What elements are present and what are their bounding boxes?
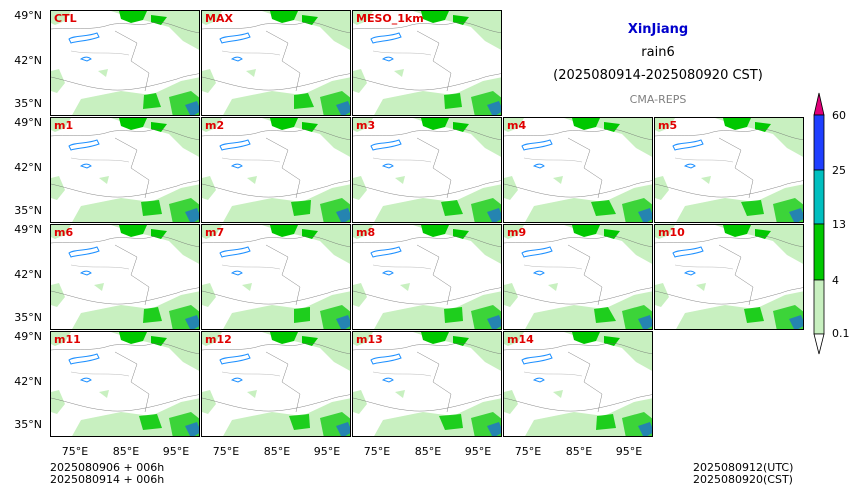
map-rain-field — [504, 225, 652, 329]
latitude-tick-label: 35°N — [14, 311, 42, 324]
panel-label: CTL — [54, 12, 77, 25]
panel-label: m13 — [356, 333, 383, 346]
latitude-tick-label: 35°N — [14, 97, 42, 110]
panel-label: MESO_1km — [356, 12, 424, 25]
panel-label: m14 — [507, 333, 534, 346]
map-panel: MAX — [201, 10, 351, 116]
init-time-utc: 2025080906 + 006h — [50, 461, 165, 474]
map-rain-field — [202, 11, 350, 115]
map-panel: MESO_1km — [352, 10, 502, 116]
map-rain-field — [51, 118, 199, 222]
panel-label: m1 — [54, 119, 74, 132]
colorbar-segment-4 — [813, 279, 825, 335]
latitude-tick-label: 49°N — [14, 330, 42, 343]
colorbar-over-triangle — [813, 92, 825, 116]
map-rain-field — [202, 118, 350, 222]
latitude-tick-label: 49°N — [14, 116, 42, 129]
map-panel: CTL — [50, 10, 200, 116]
panel-label: m10 — [658, 226, 685, 239]
longitude-tick-label: 85°E — [565, 445, 593, 458]
colorbar-label-4: 4 — [832, 274, 839, 287]
panel-label: m3 — [356, 119, 376, 132]
map-panel: m7 — [201, 224, 351, 330]
region-title: XinJiang — [627, 22, 689, 37]
panel-label: m5 — [658, 119, 678, 132]
valid-time-cst: 2025080920(CST) — [693, 473, 793, 486]
map-panel: m2 — [201, 117, 351, 223]
longitude-tick-label: 75°E — [514, 445, 542, 458]
colorbar-label-25: 25 — [832, 164, 846, 177]
panel-label: m7 — [205, 226, 225, 239]
map-rain-field — [504, 332, 652, 436]
colorbar-label-60: 60 — [832, 109, 846, 122]
colorbar-under-triangle — [813, 333, 825, 355]
latitude-tick-label: 35°N — [14, 204, 42, 217]
longitude-tick-label: 85°E — [263, 445, 291, 458]
map-rain-field — [353, 225, 501, 329]
latitude-tick-label: 49°N — [14, 9, 42, 22]
map-panel: m12 — [201, 331, 351, 437]
variable-title: rain6 — [641, 45, 675, 60]
panel-label: m11 — [54, 333, 81, 346]
panel-label: m4 — [507, 119, 527, 132]
map-rain-field — [353, 11, 501, 115]
init-time-cst: 2025080914 + 006h — [50, 473, 165, 486]
longitude-tick-label: 95°E — [615, 445, 643, 458]
map-rain-field — [655, 118, 803, 222]
map-panel: m11 — [50, 331, 200, 437]
longitude-tick-label: 95°E — [313, 445, 341, 458]
map-panel: m1 — [50, 117, 200, 223]
panel-label: m8 — [356, 226, 376, 239]
longitude-tick-label: 75°E — [61, 445, 89, 458]
map-panel: m10 — [654, 224, 804, 330]
map-rain-field — [353, 118, 501, 222]
map-rain-field — [51, 225, 199, 329]
map-rain-field — [655, 225, 803, 329]
map-panel: m14 — [503, 331, 653, 437]
panel-label: m6 — [54, 226, 74, 239]
system-title: CMA-REPS — [629, 93, 687, 106]
map-rain-field — [353, 332, 501, 436]
map-panel: m13 — [352, 331, 502, 437]
latitude-tick-label: 35°N — [14, 418, 42, 431]
map-rain-field — [51, 332, 199, 436]
longitude-tick-label: 75°E — [363, 445, 391, 458]
colorbar-segment-25 — [813, 169, 825, 225]
panel-label: m12 — [205, 333, 232, 346]
colorbar — [813, 92, 825, 355]
map-panel: m3 — [352, 117, 502, 223]
colorbar-segment-60 — [813, 114, 825, 171]
longitude-tick-label: 95°E — [162, 445, 190, 458]
map-panel: m6 — [50, 224, 200, 330]
latitude-tick-label: 42°N — [14, 161, 42, 174]
map-panel: m5 — [654, 117, 804, 223]
latitude-tick-label: 42°N — [14, 268, 42, 281]
longitude-tick-label: 85°E — [414, 445, 442, 458]
longitude-tick-label: 95°E — [464, 445, 492, 458]
map-panel: m4 — [503, 117, 653, 223]
panel-label: MAX — [205, 12, 233, 25]
colorbar-label-13: 13 — [832, 218, 846, 231]
valid-time-utc: 2025080912(UTC) — [693, 461, 794, 474]
panel-label: m9 — [507, 226, 527, 239]
map-rain-field — [202, 225, 350, 329]
latitude-tick-label: 42°N — [14, 375, 42, 388]
map-panel: m9 — [503, 224, 653, 330]
longitude-tick-label: 75°E — [212, 445, 240, 458]
map-panel: m8 — [352, 224, 502, 330]
panel-label: m2 — [205, 119, 225, 132]
colorbar-label-0-1: 0.1 — [832, 327, 850, 340]
period-title: (2025080914-2025080920 CST) — [553, 68, 763, 83]
latitude-tick-label: 49°N — [14, 223, 42, 236]
map-rain-field — [51, 11, 199, 115]
latitude-tick-label: 42°N — [14, 54, 42, 67]
longitude-tick-label: 85°E — [112, 445, 140, 458]
map-rain-field — [504, 118, 652, 222]
colorbar-segment-13 — [813, 223, 825, 281]
map-rain-field — [202, 332, 350, 436]
